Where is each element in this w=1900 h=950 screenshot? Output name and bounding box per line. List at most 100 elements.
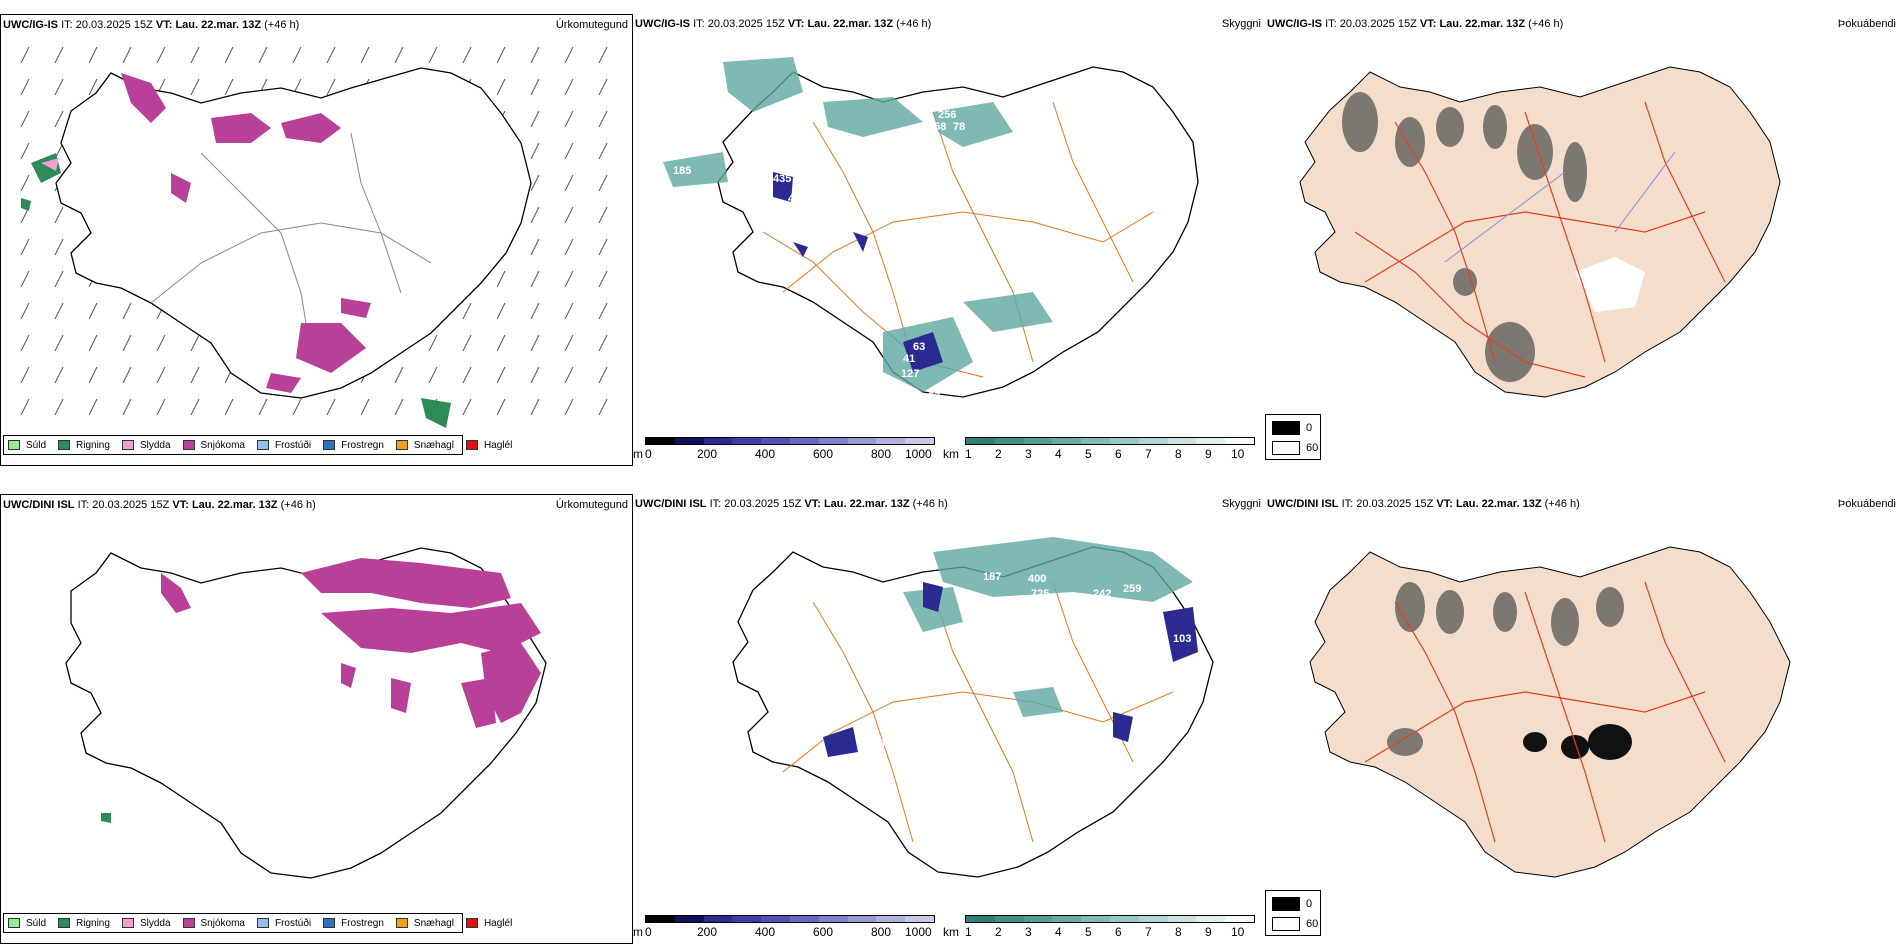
- legend-swatch: [121, 918, 134, 928]
- panel-title: UWC/IG-IS IT: 20.03.2025 15Z VT: Lau. 22…: [1267, 18, 1564, 30]
- wind-barb: [496, 46, 506, 64]
- legend-item-frostregn: Frostregn: [323, 918, 384, 929]
- wind-barb: [258, 46, 268, 64]
- wind-barb: [496, 366, 506, 384]
- legend-swatch: [8, 918, 20, 928]
- wind-barb: [20, 142, 30, 160]
- vis-label: 400: [1028, 573, 1046, 585]
- legend-swatch: [182, 918, 195, 928]
- vis-label: 610: [808, 635, 826, 647]
- visibility-panel-bottom: UWC/DINI ISL IT: 20.03.2025 15Z VT: Lau.…: [633, 494, 1265, 944]
- precip-map-top: [20, 46, 608, 428]
- wind-barb: [394, 46, 404, 64]
- wind-barb: [530, 238, 540, 256]
- wind-barb: [462, 46, 472, 64]
- fog-panel-bottom: UWC/DINI ISL IT: 20.03.2025 15Z VT: Lau.…: [1265, 494, 1900, 944]
- vis-km-unit: km: [943, 925, 959, 939]
- legend-swatch: [256, 918, 269, 928]
- vis-label: 60: [1168, 677, 1180, 689]
- wind-barb: [326, 398, 336, 416]
- panel-variable: Þokuábendi: [1837, 18, 1896, 30]
- wind-barb: [122, 366, 132, 384]
- legend-swatch: [121, 440, 134, 450]
- vis-label: 63: [913, 341, 925, 353]
- wind-barb: [428, 366, 438, 384]
- wind-barb: [598, 46, 608, 64]
- wind-barb: [156, 334, 166, 352]
- legend-swatch: [395, 440, 408, 450]
- wind-barb: [462, 334, 472, 352]
- vis-label: 137: [1043, 645, 1061, 657]
- wind-barb: [54, 398, 64, 416]
- vis-label: 138: [873, 738, 891, 750]
- wind-barb: [530, 110, 540, 128]
- vis-label: 42: [788, 193, 800, 205]
- wind-barb: [496, 270, 506, 288]
- legend-item-snaehagl: Snæhagl: [395, 918, 454, 929]
- panel-variable: Úrkomutegund: [555, 19, 628, 31]
- wind-barb: [122, 398, 132, 416]
- panel-variable: Úrkomutegund: [555, 499, 628, 511]
- vis-label: 980: [1145, 653, 1163, 665]
- vis-label: 147: [1041, 603, 1059, 615]
- wind-barb: [530, 398, 540, 416]
- wind-barb: [530, 142, 540, 160]
- wind-barb: [54, 366, 64, 384]
- wind-barb: [122, 334, 132, 352]
- wind-barb: [122, 46, 132, 64]
- wind-barb: [54, 46, 64, 64]
- wind-barb: [394, 398, 404, 416]
- wind-barb: [20, 302, 30, 320]
- legend-swatch: [58, 918, 71, 928]
- wind-barb: [564, 334, 574, 352]
- panel-title: UWC/DINI ISL IT: 20.03.2025 15Z VT: Lau.…: [635, 498, 948, 510]
- wind-barb: [54, 270, 64, 288]
- wind-barb: [598, 398, 608, 416]
- wind-barb: [462, 398, 472, 416]
- legend-item-slydda: Slydda: [121, 918, 171, 929]
- wind-barb: [360, 398, 370, 416]
- vis-label: 103: [1173, 633, 1191, 645]
- wind-barb: [88, 78, 98, 96]
- wind-barb: [20, 334, 30, 352]
- wind-barb: [20, 398, 30, 416]
- wind-barb: [564, 46, 574, 64]
- vis-m-colorbar: m 0 200 400 600 800 1000: [633, 915, 935, 943]
- vis-label: 123: [798, 135, 816, 147]
- vis-m-unit: m: [633, 447, 643, 461]
- vis-label: 259: [1123, 583, 1141, 595]
- legend-item-frostregn: Frostregn: [323, 440, 384, 451]
- wind-barb: [530, 334, 540, 352]
- wind-barb: [598, 142, 608, 160]
- vis-label: 78: [953, 121, 965, 133]
- legend-item-haglel: Haglél: [465, 440, 512, 451]
- wind-barb: [564, 78, 574, 96]
- legend-item-sudl: Súld: [8, 918, 46, 929]
- wind-barb: [496, 302, 506, 320]
- wind-barb: [258, 398, 268, 416]
- vis-label: 267: [1008, 648, 1026, 660]
- vis-label: 57: [928, 391, 940, 403]
- fog-map-top: [1299, 66, 1781, 398]
- wind-barb: [462, 302, 472, 320]
- legend-item-rigning: Rigning: [58, 440, 110, 451]
- wind-barb: [156, 366, 166, 384]
- wind-barb: [394, 366, 404, 384]
- wind-barb: [564, 270, 574, 288]
- wind-barb: [20, 46, 30, 64]
- legend-swatch: [323, 918, 336, 928]
- wind-barb: [54, 334, 64, 352]
- panel-title: UWC/DINI ISL IT: 20.03.2025 15Z VT: Lau.…: [1267, 498, 1580, 510]
- wind-barb: [190, 334, 200, 352]
- wind-barb: [224, 46, 234, 64]
- wind-barb: [598, 110, 608, 128]
- wind-barb: [20, 270, 30, 288]
- wind-barb: [462, 366, 472, 384]
- vis-label: 435: [773, 173, 791, 185]
- panel-title: UWC/IG-IS IT: 20.03.2025 15Z VT: Lau. 22…: [635, 18, 932, 30]
- wind-barb: [156, 398, 166, 416]
- wind-barb: [496, 78, 506, 96]
- vis-label: 64: [1085, 753, 1098, 765]
- wind-barb: [360, 46, 370, 64]
- precip-legend: Súld Rigning Slydda Snjókoma Frostúði Fr…: [3, 913, 512, 933]
